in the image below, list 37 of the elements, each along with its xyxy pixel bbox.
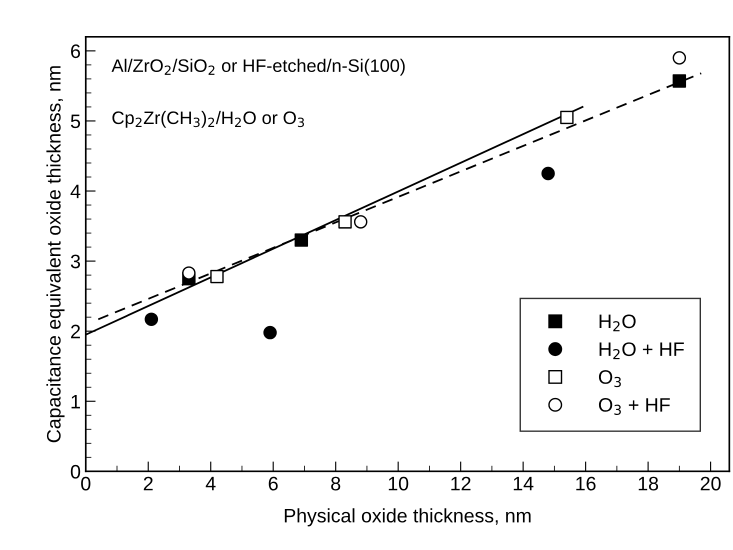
x-tick-label: 8 [331,476,340,490]
y-tick-label: 1 [72,394,80,408]
legend-label: O$_{3}$ [598,370,621,388]
legend-label: H$_{2}$O [600,314,636,332]
point [541,166,555,180]
y-tick-label: 2 [71,324,80,338]
y-tick-label: 4 [70,184,80,198]
y-axis-title: Capacitance equivalent oxide thickness, nm [46,66,65,442]
annotation: Al/ZrO$_{2}$/SiO$_{2}$ or HF-etched/n-Si(100) [112,58,405,76]
y-tick-label: 0 [70,464,80,479]
legend-label: O$_{3}$ + HF [598,398,670,415]
x-tick-label: 18 [638,476,658,490]
y-tick-label: 6 [71,44,80,58]
x-tick-label: 6 [268,476,278,490]
point [210,270,224,284]
point [144,312,158,326]
y-tick-label: 3 [70,254,80,268]
x-tick-label: 14 [514,476,534,490]
text: Cp$_{2}$Zr(CH$_{3}$)$_{2}$/H$_{2}$O or O$_{3}$ [112,110,304,128]
y-tick-label: 5 [70,114,80,128]
x-tick-label: 2 [144,476,153,490]
x-tick-label: 12 [451,476,470,490]
point [338,215,352,229]
legend-label: H$_{2}$O + HF [600,342,684,360]
point [672,51,686,65]
point [354,215,368,229]
point [672,74,686,88]
x-tick-label: 10 [388,476,408,490]
x-tick-label: 0 [81,476,90,490]
point [294,233,308,247]
point [263,326,277,340]
point [560,110,574,124]
x-tick-label: 20 [700,476,721,490]
x-tick-label: 4 [206,476,216,490]
x-axis-title: Physical oxide thickness, nm [284,508,531,526]
point [182,266,196,280]
x-tick-label: 16 [576,476,596,490]
